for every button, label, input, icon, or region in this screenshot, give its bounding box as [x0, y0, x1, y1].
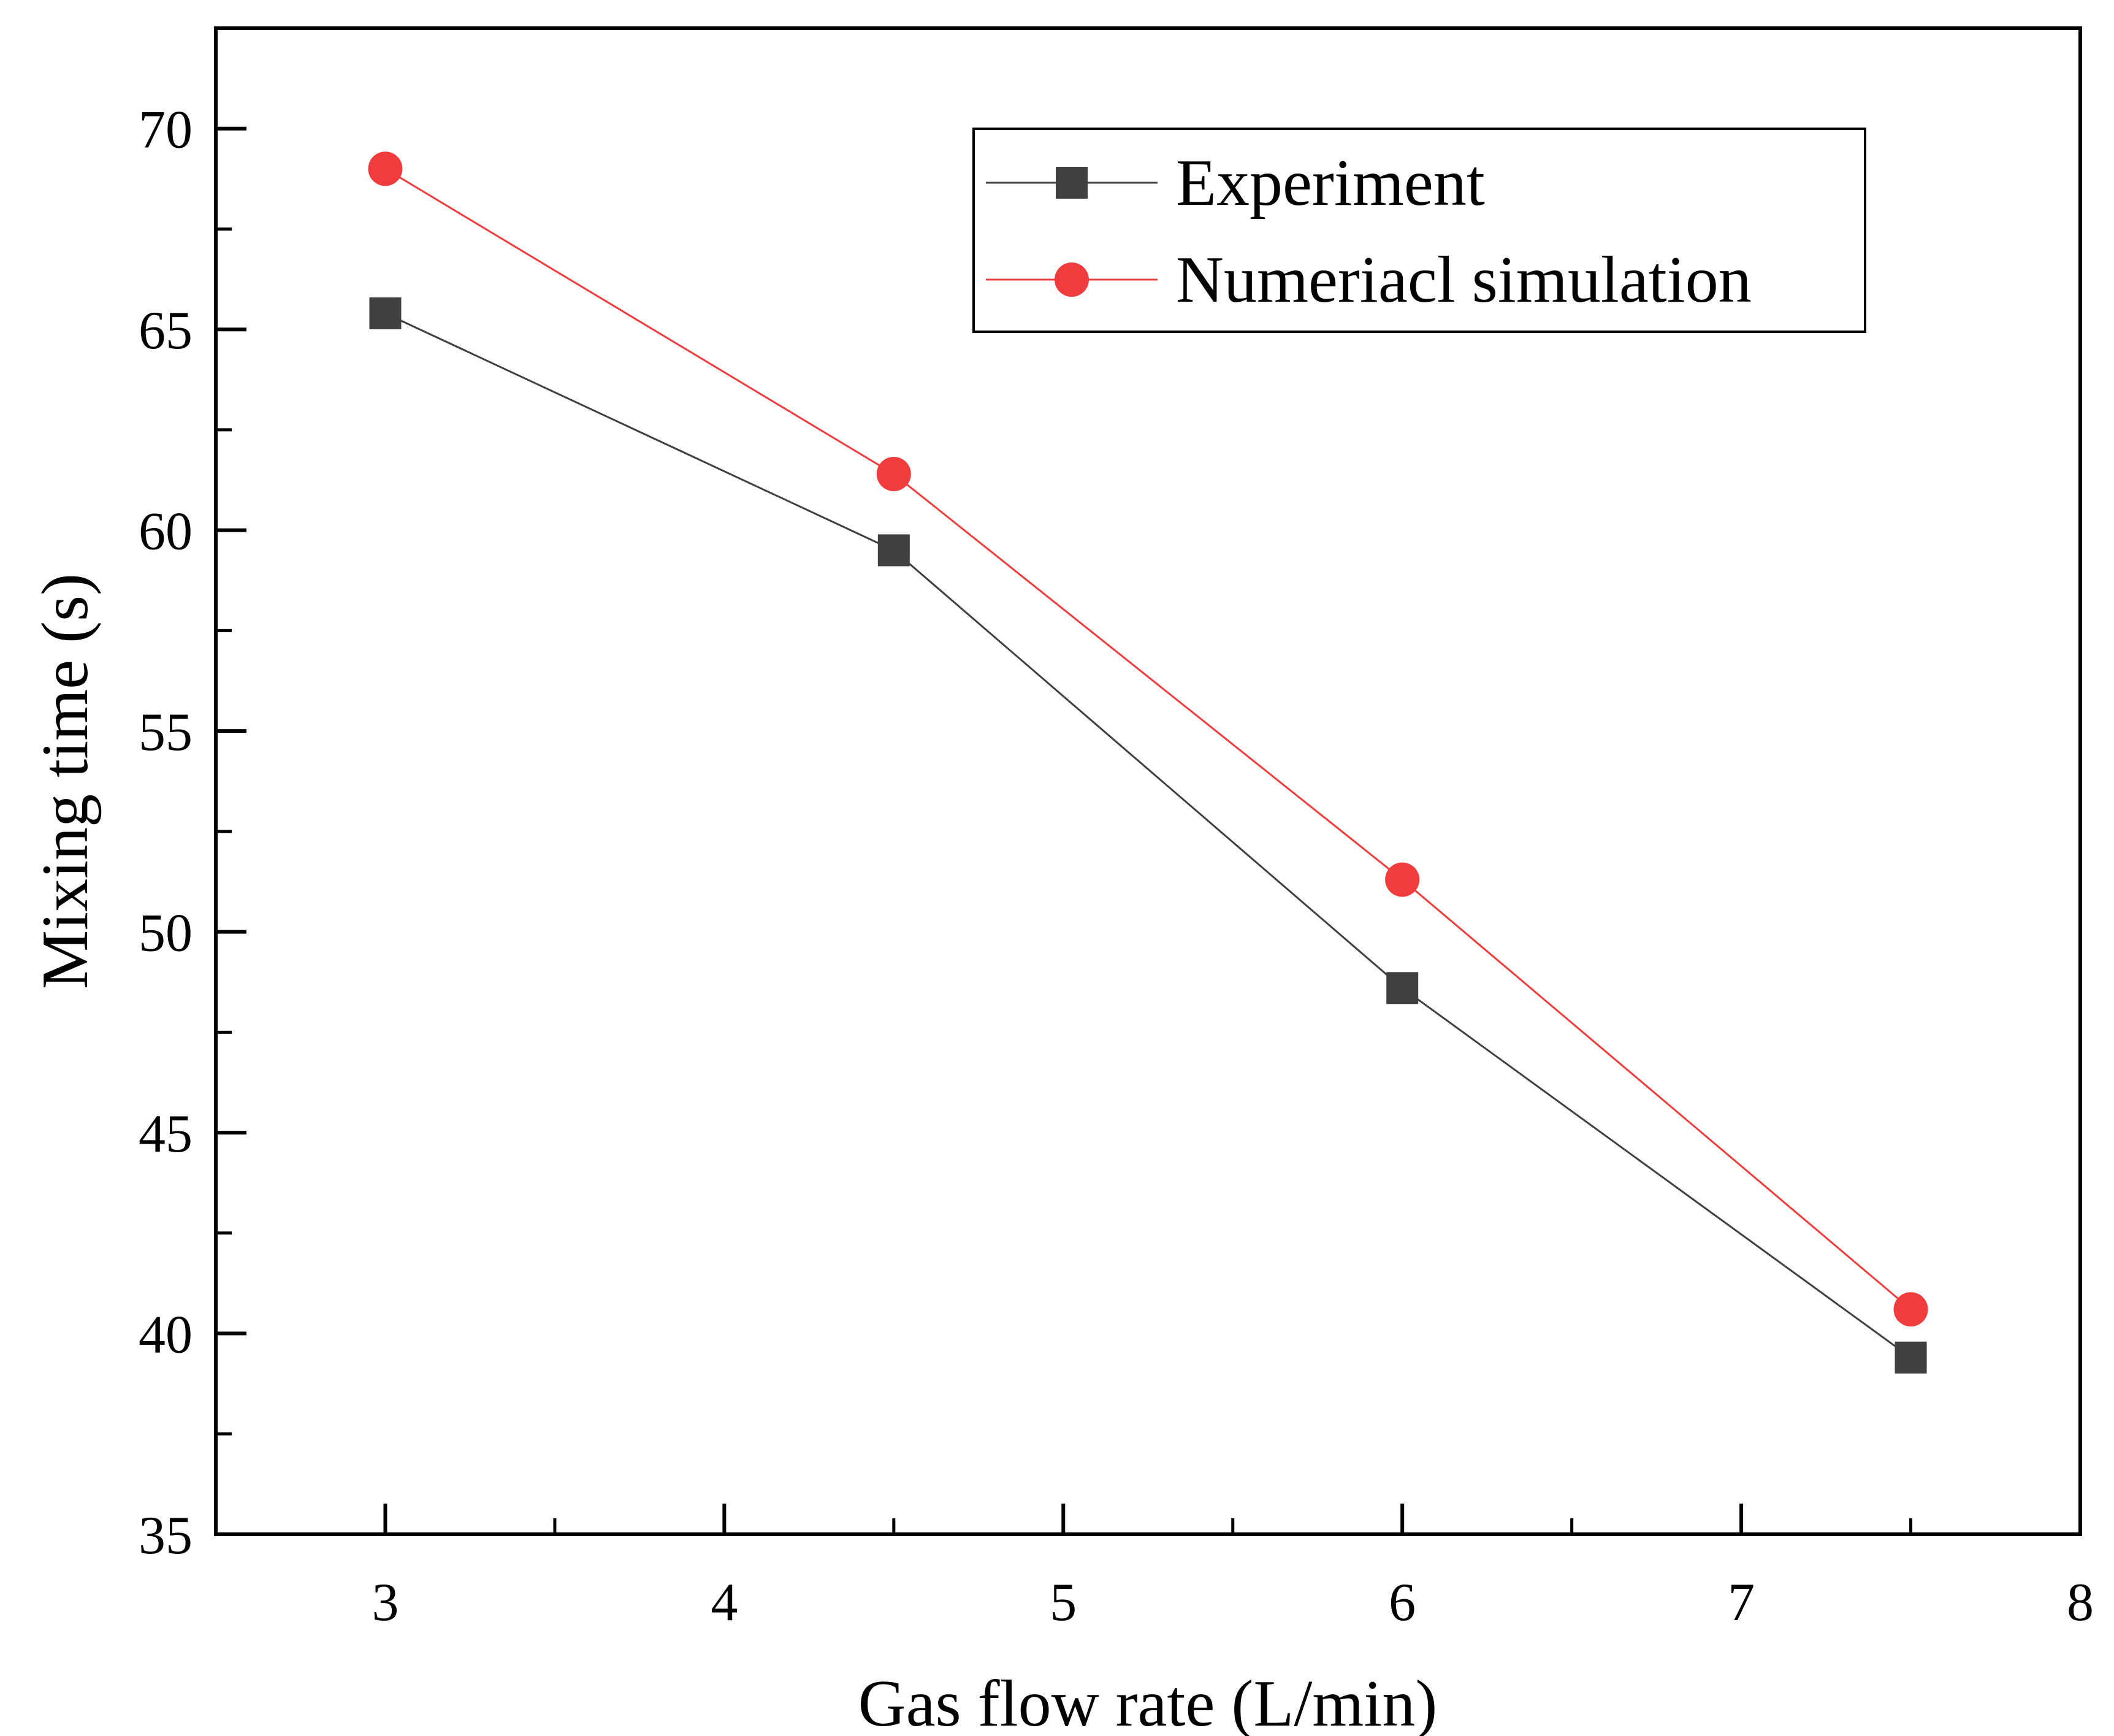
legend-label-simulation: Numeriacl simulation [1176, 243, 1752, 316]
x-tick-label: 7 [1728, 1573, 1755, 1632]
y-tick-label: 65 [139, 301, 193, 361]
simulation-point [1893, 1292, 1928, 1327]
experiment-point [369, 297, 402, 330]
legend: Experiment Numeriacl simulation [972, 128, 1866, 333]
x-axis: 3 4 5 6 7 8 [214, 1504, 2094, 1632]
y-tick-label: 40 [139, 1306, 193, 1365]
experiment-point [877, 534, 910, 567]
y-tick-label: 35 [139, 1506, 193, 1566]
legend-marker-experiment [1056, 167, 1088, 199]
legend-marker-simulation [1055, 262, 1089, 297]
legend-label-experiment: Experiment [1176, 147, 1485, 220]
legend-box [972, 128, 1866, 333]
x-tick-label: 5 [1050, 1573, 1077, 1632]
simulation-line [384, 167, 1912, 1310]
experiment-point [1895, 1341, 1927, 1374]
simulation-point [876, 456, 911, 491]
x-tick-label: 8 [2067, 1573, 2094, 1632]
y-tick-label: 70 [139, 101, 193, 160]
y-axis-title: Mixing time (s) [29, 573, 102, 989]
series-layer [368, 151, 1928, 1374]
simulation-point [1385, 862, 1420, 897]
y-axis: 35 40 45 50 55 60 65 70 [139, 26, 246, 1566]
x-tick-label: 4 [711, 1573, 738, 1632]
y-tick-label: 45 [139, 1104, 193, 1164]
x-axis-title: Gas flow rate (L/min) [858, 1667, 1438, 1736]
experiment-line [384, 312, 1912, 1359]
simulation-point [368, 151, 403, 186]
experiment-point [1386, 972, 1419, 1004]
plot-frame [214, 26, 2082, 1536]
x-tick-label: 3 [372, 1573, 399, 1632]
y-tick-label: 50 [139, 904, 193, 963]
y-tick-label: 55 [139, 703, 193, 762]
y-tick-label: 60 [139, 502, 193, 562]
x-tick-label: 6 [1389, 1573, 1416, 1632]
